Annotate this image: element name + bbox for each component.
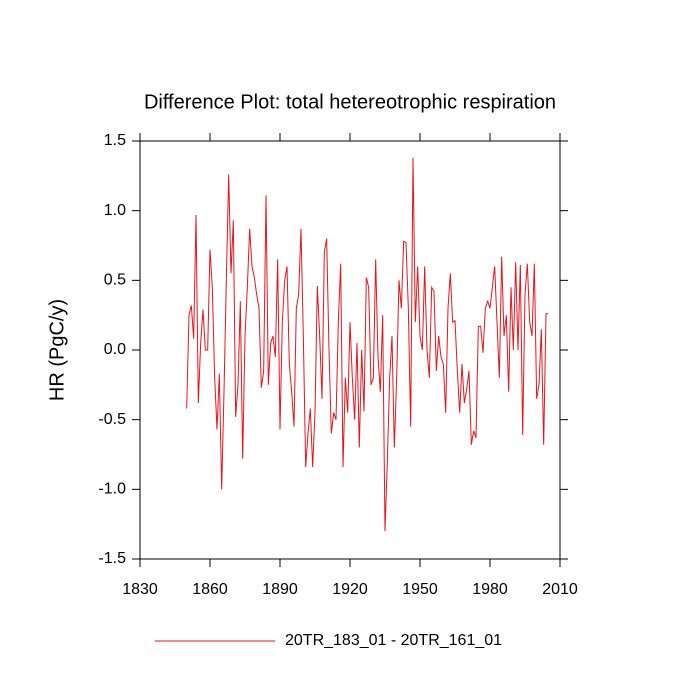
y-axis-label: HR (PgC/y): [46, 299, 68, 401]
chart-title: Difference Plot: total hetereotrophic re…: [144, 91, 556, 113]
x-tick-label: 2010: [542, 581, 578, 598]
y-tick-label: -0.5: [98, 411, 126, 428]
y-tick-label: 0.5: [104, 272, 126, 289]
y-tick-label: -1.5: [98, 550, 126, 567]
data-line: [186, 157, 549, 532]
y-tick-label: 1.0: [104, 202, 126, 219]
x-tick-label: 1920: [332, 581, 368, 598]
plot-frame: [139, 140, 561, 560]
y-tick-label: -1.0: [98, 481, 126, 498]
x-tick-label: 1950: [402, 581, 438, 598]
x-tick-label: 1980: [472, 581, 508, 598]
x-tick-label: 1830: [122, 581, 158, 598]
x-tick-label: 1890: [262, 581, 298, 598]
y-tick-label: 1.5: [104, 132, 126, 149]
legend-label: 20TR_183_01 - 20TR_161_01: [285, 632, 502, 649]
y-tick-label: 0.0: [104, 341, 126, 358]
x-tick-label: 1860: [192, 581, 228, 598]
